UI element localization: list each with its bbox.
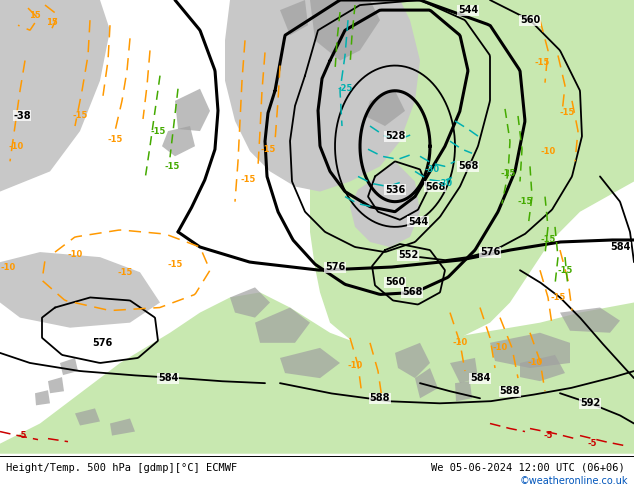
Text: -30: -30 bbox=[424, 165, 439, 174]
Polygon shape bbox=[310, 0, 634, 353]
Polygon shape bbox=[310, 0, 380, 60]
Polygon shape bbox=[48, 377, 64, 393]
Text: 15: 15 bbox=[29, 11, 41, 20]
Text: -15: -15 bbox=[150, 126, 165, 136]
Text: -15: -15 bbox=[107, 135, 123, 144]
Text: -5: -5 bbox=[17, 431, 27, 440]
Text: -10: -10 bbox=[8, 142, 23, 151]
Text: -15: -15 bbox=[550, 293, 566, 302]
Polygon shape bbox=[455, 381, 472, 401]
Polygon shape bbox=[450, 358, 478, 383]
Polygon shape bbox=[75, 408, 100, 425]
Text: -30: -30 bbox=[437, 179, 453, 188]
Text: 536: 536 bbox=[385, 185, 405, 195]
Polygon shape bbox=[415, 368, 438, 398]
Text: -15: -15 bbox=[164, 162, 179, 171]
Text: 576: 576 bbox=[480, 247, 500, 257]
Polygon shape bbox=[280, 0, 308, 35]
Text: -10: -10 bbox=[527, 359, 543, 368]
Text: -15: -15 bbox=[517, 197, 533, 206]
Text: -10: -10 bbox=[347, 361, 363, 369]
Polygon shape bbox=[35, 390, 50, 405]
Text: -15: -15 bbox=[72, 111, 87, 121]
Text: -10: -10 bbox=[67, 249, 82, 259]
Polygon shape bbox=[395, 343, 430, 378]
Text: -5: -5 bbox=[587, 439, 597, 448]
Text: 588: 588 bbox=[500, 386, 521, 396]
Polygon shape bbox=[0, 0, 110, 192]
Text: 528: 528 bbox=[385, 131, 405, 141]
Polygon shape bbox=[350, 161, 420, 247]
Text: -10: -10 bbox=[453, 338, 468, 347]
Text: -38: -38 bbox=[13, 111, 31, 121]
Polygon shape bbox=[175, 89, 210, 131]
Polygon shape bbox=[225, 0, 420, 192]
Polygon shape bbox=[60, 358, 78, 375]
Text: Height/Temp. 500 hPa [gdmp][°C] ECMWF: Height/Temp. 500 hPa [gdmp][°C] ECMWF bbox=[6, 463, 238, 472]
Text: -5: -5 bbox=[543, 431, 553, 440]
Text: 568: 568 bbox=[425, 181, 445, 192]
Polygon shape bbox=[162, 126, 195, 156]
Polygon shape bbox=[0, 293, 634, 454]
Polygon shape bbox=[365, 91, 405, 126]
Text: 592: 592 bbox=[580, 398, 600, 408]
Text: 560: 560 bbox=[520, 15, 540, 25]
Polygon shape bbox=[0, 252, 160, 328]
Text: 584: 584 bbox=[470, 373, 490, 383]
Text: 560: 560 bbox=[385, 277, 405, 287]
Text: -15: -15 bbox=[240, 175, 256, 184]
Text: 584: 584 bbox=[158, 373, 178, 383]
Text: -15: -15 bbox=[500, 169, 515, 178]
Text: 544: 544 bbox=[458, 5, 478, 15]
Text: -10: -10 bbox=[540, 147, 555, 156]
Polygon shape bbox=[255, 308, 310, 343]
Text: 584: 584 bbox=[610, 242, 630, 252]
Text: 15: 15 bbox=[46, 18, 58, 26]
Text: 568: 568 bbox=[402, 288, 422, 297]
Polygon shape bbox=[280, 348, 340, 378]
Text: -10: -10 bbox=[493, 343, 508, 352]
Text: -15: -15 bbox=[261, 145, 276, 154]
Text: -15: -15 bbox=[540, 236, 555, 245]
Text: 576: 576 bbox=[92, 338, 112, 348]
Text: ©weatheronline.co.uk: ©weatheronline.co.uk bbox=[519, 476, 628, 486]
Text: -15: -15 bbox=[534, 58, 550, 67]
Text: -15: -15 bbox=[559, 108, 574, 118]
Polygon shape bbox=[110, 418, 135, 436]
Text: 568: 568 bbox=[458, 161, 478, 172]
Polygon shape bbox=[230, 287, 270, 318]
Text: -25: -25 bbox=[337, 84, 353, 93]
Text: -10: -10 bbox=[1, 263, 16, 271]
Polygon shape bbox=[560, 308, 620, 333]
Text: We 05-06-2024 12:00 UTC (06+06): We 05-06-2024 12:00 UTC (06+06) bbox=[431, 463, 625, 472]
Polygon shape bbox=[0, 0, 90, 81]
Text: -15: -15 bbox=[557, 266, 573, 275]
Text: 544: 544 bbox=[408, 217, 428, 227]
Polygon shape bbox=[490, 333, 570, 368]
Text: -15: -15 bbox=[167, 260, 183, 269]
Text: 588: 588 bbox=[370, 393, 391, 403]
Text: 552: 552 bbox=[398, 250, 418, 260]
Text: 576: 576 bbox=[325, 262, 345, 272]
Text: -15: -15 bbox=[117, 268, 133, 277]
Polygon shape bbox=[520, 355, 565, 381]
